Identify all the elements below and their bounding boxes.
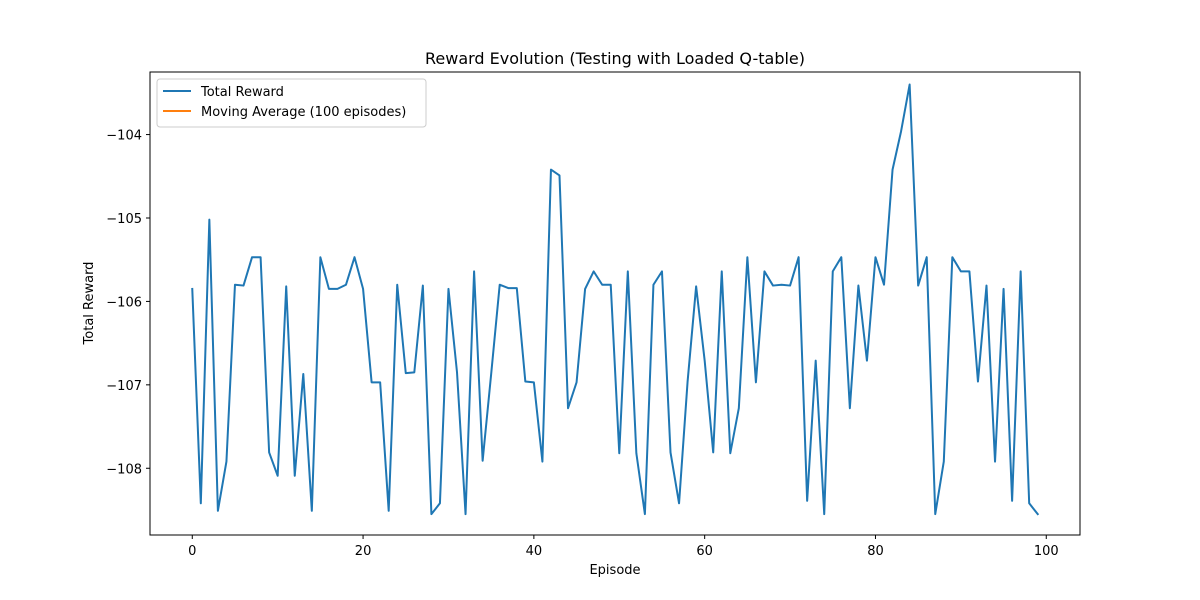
y-tick-label-2: −106 — [106, 295, 142, 310]
x-tick-label-3: 60 — [696, 544, 713, 559]
legend: Total Reward Moving Average (100 episode… — [156, 78, 427, 128]
y-tick-label-0: −108 — [106, 462, 142, 477]
series-line-0 — [191, 83, 1040, 516]
y-axis-title: Total Reward — [82, 262, 97, 346]
x-tick-label-0: 0 — [188, 544, 196, 559]
x-tick-label-5: 100 — [1034, 544, 1059, 559]
x-tick-label-2: 40 — [526, 544, 543, 559]
legend-label-total-reward: Total Reward — [200, 85, 284, 100]
y-tick-label-4: −104 — [106, 129, 142, 144]
plot-area: 0 20 40 60 80 100 −108 −107 −106 −105 −104 — [106, 71, 1081, 559]
legend-label-moving-average: Moving Average (100 episodes) — [201, 105, 406, 120]
x-tick-label-4: 80 — [867, 544, 884, 559]
x-tick-label-1: 20 — [355, 544, 372, 559]
x-axis-title: Episode — [589, 563, 640, 578]
axes-frame — [149, 71, 1081, 536]
y-tick-label-3: −105 — [106, 212, 142, 227]
legend-frame — [156, 78, 427, 128]
chart-title: Reward Evolution (Testing with Loaded Q-… — [425, 49, 805, 68]
y-tick-label-1: −107 — [106, 379, 142, 394]
